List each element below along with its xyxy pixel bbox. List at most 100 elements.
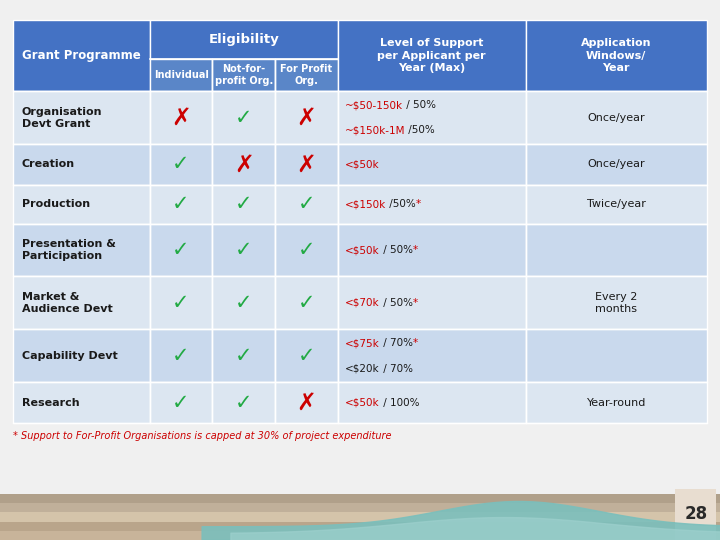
FancyBboxPatch shape xyxy=(275,276,338,329)
Text: * Support to For-Profit Organisations is capped at 30% of project expenditure: * Support to For-Profit Organisations is… xyxy=(13,431,392,441)
FancyBboxPatch shape xyxy=(150,276,212,329)
Text: ✗: ✗ xyxy=(297,152,316,177)
Text: /50%: /50% xyxy=(405,125,435,136)
FancyBboxPatch shape xyxy=(150,20,338,59)
Text: / 70%: / 70% xyxy=(379,338,413,348)
Text: Application
Windows/
Year: Application Windows/ Year xyxy=(581,38,652,73)
Text: Not-for-
profit Org.: Not-for- profit Org. xyxy=(215,64,273,86)
FancyBboxPatch shape xyxy=(150,382,212,423)
Text: ✓: ✓ xyxy=(172,154,190,174)
Text: Once/year: Once/year xyxy=(588,159,645,170)
Text: <$50k: <$50k xyxy=(345,159,379,170)
Text: ✗: ✗ xyxy=(297,106,316,130)
FancyBboxPatch shape xyxy=(150,144,212,185)
FancyBboxPatch shape xyxy=(212,185,275,224)
Text: *: * xyxy=(413,338,418,348)
Bar xyxy=(0,531,720,540)
FancyBboxPatch shape xyxy=(338,91,526,144)
FancyBboxPatch shape xyxy=(275,91,338,144)
FancyBboxPatch shape xyxy=(526,329,707,382)
FancyBboxPatch shape xyxy=(338,144,526,185)
FancyBboxPatch shape xyxy=(13,185,150,224)
FancyBboxPatch shape xyxy=(526,91,707,144)
Text: ✓: ✓ xyxy=(297,346,315,366)
FancyBboxPatch shape xyxy=(150,224,212,276)
Text: Year-round: Year-round xyxy=(587,397,646,408)
FancyBboxPatch shape xyxy=(212,224,275,276)
Text: <$20k: <$20k xyxy=(345,363,379,374)
Text: ✗: ✗ xyxy=(234,152,253,177)
FancyBboxPatch shape xyxy=(150,91,212,144)
Text: ✓: ✓ xyxy=(297,194,315,214)
Text: <$70k: <$70k xyxy=(345,298,379,308)
FancyBboxPatch shape xyxy=(212,329,275,382)
Text: Twice/year: Twice/year xyxy=(587,199,646,209)
Text: Research: Research xyxy=(22,397,79,408)
FancyBboxPatch shape xyxy=(526,20,707,91)
Text: Capability Devt: Capability Devt xyxy=(22,351,117,361)
Text: ~$150k-1M: ~$150k-1M xyxy=(345,125,405,136)
FancyBboxPatch shape xyxy=(338,276,526,329)
FancyBboxPatch shape xyxy=(212,276,275,329)
FancyBboxPatch shape xyxy=(338,224,526,276)
Text: ✗: ✗ xyxy=(171,106,191,130)
FancyBboxPatch shape xyxy=(526,185,707,224)
FancyBboxPatch shape xyxy=(13,382,150,423)
FancyBboxPatch shape xyxy=(13,276,150,329)
FancyBboxPatch shape xyxy=(275,329,338,382)
Text: ✓: ✓ xyxy=(172,346,190,366)
FancyBboxPatch shape xyxy=(675,489,716,540)
FancyBboxPatch shape xyxy=(150,59,212,91)
Text: ✓: ✓ xyxy=(235,240,253,260)
Text: Market &
Audience Devt: Market & Audience Devt xyxy=(22,292,112,314)
FancyBboxPatch shape xyxy=(275,185,338,224)
FancyBboxPatch shape xyxy=(13,329,150,382)
Text: Creation: Creation xyxy=(22,159,75,170)
FancyBboxPatch shape xyxy=(212,382,275,423)
Text: *: * xyxy=(416,199,421,209)
Text: <$150k: <$150k xyxy=(345,199,386,209)
Text: Grant Programme: Grant Programme xyxy=(22,49,140,62)
Text: Individual: Individual xyxy=(153,70,209,80)
FancyBboxPatch shape xyxy=(275,382,338,423)
FancyBboxPatch shape xyxy=(338,382,526,423)
Text: ✓: ✓ xyxy=(235,346,253,366)
Text: ✓: ✓ xyxy=(297,293,315,313)
Text: Production: Production xyxy=(22,199,90,209)
Text: ✓: ✓ xyxy=(235,393,253,413)
Text: / 70%: / 70% xyxy=(379,363,413,374)
FancyBboxPatch shape xyxy=(212,144,275,185)
FancyBboxPatch shape xyxy=(526,224,707,276)
Text: Presentation &
Participation: Presentation & Participation xyxy=(22,239,115,261)
Bar xyxy=(0,503,720,512)
FancyBboxPatch shape xyxy=(13,20,150,91)
Text: *: * xyxy=(413,245,418,255)
Text: ✓: ✓ xyxy=(235,293,253,313)
Text: <$50k: <$50k xyxy=(345,245,379,255)
Text: ✗: ✗ xyxy=(297,390,316,415)
FancyBboxPatch shape xyxy=(526,144,707,185)
Text: Once/year: Once/year xyxy=(588,113,645,123)
FancyBboxPatch shape xyxy=(338,20,526,91)
Text: For Profit
Org.: For Profit Org. xyxy=(280,64,333,86)
FancyBboxPatch shape xyxy=(338,329,526,382)
FancyBboxPatch shape xyxy=(212,59,275,91)
FancyBboxPatch shape xyxy=(275,224,338,276)
Text: /50%: /50% xyxy=(386,199,416,209)
Text: / 50%: / 50% xyxy=(379,245,413,255)
Text: <$50k: <$50k xyxy=(345,397,379,408)
Text: ✓: ✓ xyxy=(297,240,315,260)
Text: Eligibility: Eligibility xyxy=(208,33,279,46)
FancyBboxPatch shape xyxy=(338,185,526,224)
FancyBboxPatch shape xyxy=(150,329,212,382)
Text: *: * xyxy=(413,298,418,308)
Text: / 50%: / 50% xyxy=(403,100,436,110)
Text: / 100%: / 100% xyxy=(379,397,419,408)
Text: <$75k: <$75k xyxy=(345,338,379,348)
Text: ~$50-150k: ~$50-150k xyxy=(345,100,403,110)
FancyBboxPatch shape xyxy=(150,185,212,224)
Text: ✓: ✓ xyxy=(172,194,190,214)
Text: ✓: ✓ xyxy=(235,194,253,214)
Bar xyxy=(0,494,720,503)
Text: ✓: ✓ xyxy=(172,393,190,413)
